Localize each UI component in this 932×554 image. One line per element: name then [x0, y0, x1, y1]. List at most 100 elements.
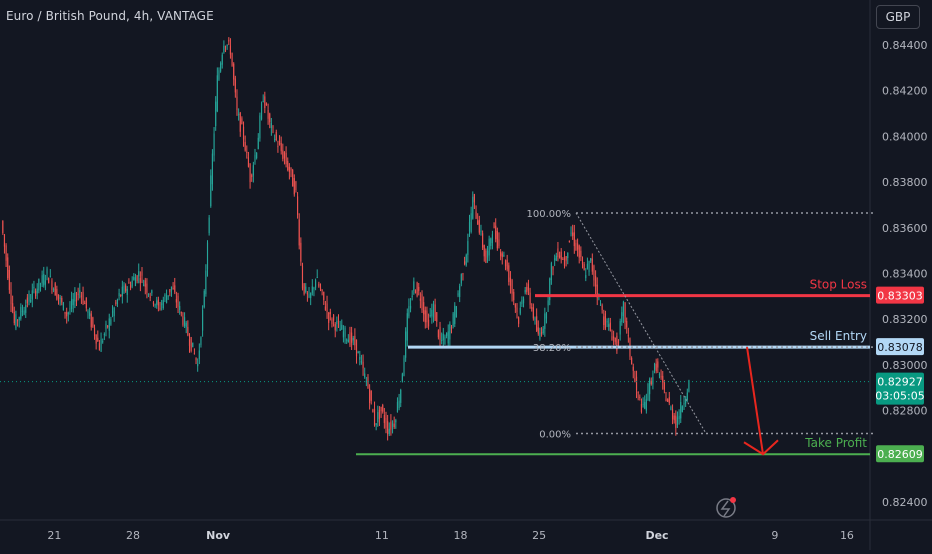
- candle-body: [681, 406, 683, 412]
- candle-body: [498, 239, 500, 246]
- candle-body: [390, 421, 392, 430]
- fib-level-label: 0.00%: [539, 429, 571, 440]
- candle-body: [326, 303, 328, 312]
- candle-body: [468, 222, 471, 232]
- current-price-label: 0.82927: [877, 376, 923, 389]
- candle-body: [362, 361, 364, 369]
- candle-body: [270, 123, 272, 129]
- candle-body: [508, 265, 510, 282]
- candle-body: [98, 343, 101, 351]
- y-tick-label: 0.84200: [882, 85, 928, 98]
- candle-body: [521, 300, 523, 305]
- candle-body: [328, 312, 330, 323]
- candle-body: [644, 402, 646, 409]
- candle-body: [467, 241, 469, 255]
- candle-body: [33, 286, 35, 289]
- candle-body: [272, 126, 274, 128]
- candle-body: [688, 380, 690, 392]
- candle-body: [372, 409, 374, 413]
- candle-body: [401, 373, 403, 382]
- candle-body: [364, 373, 366, 378]
- candle-body: [544, 313, 546, 329]
- candle-body: [195, 357, 197, 361]
- candle-body: [534, 317, 536, 321]
- candle-body: [288, 166, 290, 172]
- candle-body: [49, 275, 51, 277]
- candle-body: [110, 319, 112, 325]
- candle-body: [483, 245, 485, 257]
- candle-body: [459, 286, 461, 297]
- candle-body: [547, 300, 549, 306]
- candle-body: [536, 316, 538, 331]
- candle-body: [382, 404, 384, 412]
- candle-body: [233, 63, 235, 80]
- candle-body: [133, 277, 135, 280]
- candle-body: [647, 384, 649, 401]
- candle-body: [66, 312, 68, 317]
- candle-body: [139, 278, 141, 284]
- candle-body: [85, 297, 87, 309]
- candle-body: [31, 290, 33, 300]
- candle-body: [411, 295, 413, 297]
- candle-body: [635, 376, 638, 391]
- candle-body: [38, 278, 40, 291]
- currency-button[interactable]: GBP: [876, 5, 920, 29]
- candle-body: [223, 45, 225, 53]
- candle-body: [182, 316, 184, 325]
- candle-body: [514, 304, 516, 308]
- stop-loss-text: Stop Loss: [810, 278, 867, 292]
- candle-body: [542, 328, 544, 334]
- sell-entry-price-tag: [876, 338, 924, 356]
- candle-body: [20, 307, 22, 319]
- candle-body: [177, 295, 179, 307]
- candle-body: [3, 234, 6, 247]
- x-tick-label: 11: [375, 529, 389, 542]
- candle-body: [352, 337, 354, 341]
- candle-body: [331, 319, 333, 325]
- candle-body: [662, 375, 664, 383]
- candle-body: [157, 299, 159, 306]
- candle-body: [108, 318, 110, 331]
- candle-body: [563, 257, 566, 266]
- candle-body: [365, 381, 367, 383]
- candle-body: [251, 175, 253, 177]
- candle-body: [51, 280, 53, 290]
- candle-body: [387, 421, 389, 435]
- candle-body: [319, 287, 322, 290]
- candle-body: [234, 78, 236, 93]
- candle-body: [573, 232, 575, 247]
- candle-body: [293, 178, 295, 195]
- candle-body: [617, 341, 620, 344]
- candle-body: [485, 250, 487, 263]
- candle-body: [12, 303, 14, 312]
- candle-body: [586, 263, 588, 269]
- candle-body: [143, 284, 145, 286]
- candle-body: [470, 213, 472, 233]
- candle-body: [685, 399, 687, 404]
- candle-body: [527, 283, 530, 291]
- candle-body: [100, 339, 102, 352]
- candle-body: [540, 332, 543, 334]
- candle-body: [449, 323, 451, 340]
- candle-body: [532, 307, 534, 319]
- candle-body: [678, 415, 680, 420]
- candle-body: [593, 265, 595, 281]
- candle-body: [84, 303, 86, 305]
- candles: [2, 37, 690, 441]
- candle-body: [228, 40, 230, 42]
- candle-body: [583, 264, 585, 271]
- candle-body: [416, 282, 418, 296]
- candle-body: [557, 248, 559, 258]
- candle-body: [632, 366, 634, 371]
- candle-body: [252, 165, 254, 176]
- candle-body: [265, 103, 268, 105]
- candle-body: [200, 337, 202, 345]
- candle-body: [403, 357, 405, 376]
- candle-body: [457, 293, 459, 296]
- candle-body: [351, 332, 353, 343]
- fibonacci-retracement[interactable]: 100.00% 38.20% 0.00%: [527, 209, 875, 441]
- candle-body: [7, 257, 9, 279]
- candle-body: [159, 308, 161, 310]
